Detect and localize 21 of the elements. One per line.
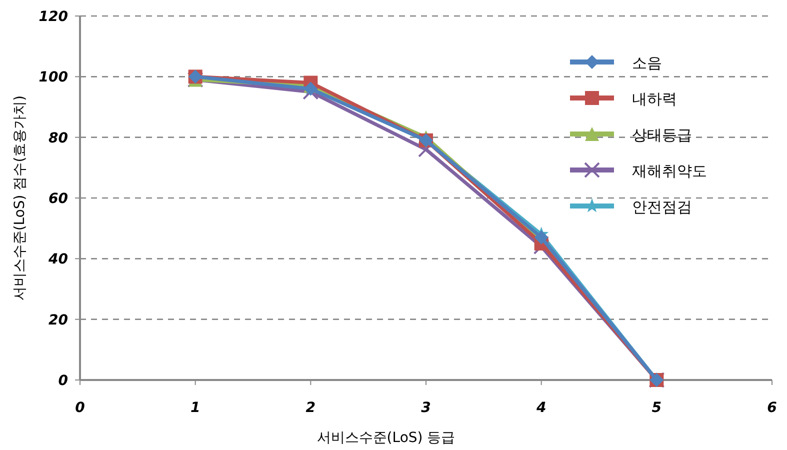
x-tick-label: 4 bbox=[535, 400, 546, 416]
legend-label: 내하력 bbox=[632, 90, 677, 108]
x-tick-label: 1 bbox=[190, 400, 200, 416]
legend-label: 소음 bbox=[632, 54, 662, 72]
y-tick-label: 120 bbox=[38, 9, 68, 25]
legend-label: 상태등급 bbox=[632, 126, 692, 144]
y-tick-label: 0 bbox=[58, 373, 68, 389]
legend-label: 안전점검 bbox=[632, 198, 692, 216]
y-tick-label: 100 bbox=[38, 70, 68, 86]
y-tick-label: 60 bbox=[48, 191, 68, 207]
x-tick-label: 6 bbox=[767, 400, 778, 416]
x-tick-label: 3 bbox=[421, 400, 431, 416]
x-tick-label: 5 bbox=[652, 400, 662, 416]
y-axis-title: 서비스수준(LoS) 점수(효용가치) bbox=[12, 95, 28, 301]
x-tick-label: 0 bbox=[75, 400, 86, 416]
x-axis-title: 서비스수준(LoS) 등급 bbox=[316, 430, 456, 446]
y-tick-label: 20 bbox=[48, 312, 68, 328]
legend-label: 재해취약도 bbox=[632, 162, 707, 180]
x-tick-label: 2 bbox=[306, 400, 316, 416]
y-tick-label: 80 bbox=[48, 130, 68, 146]
y-tick-label: 40 bbox=[48, 252, 68, 268]
